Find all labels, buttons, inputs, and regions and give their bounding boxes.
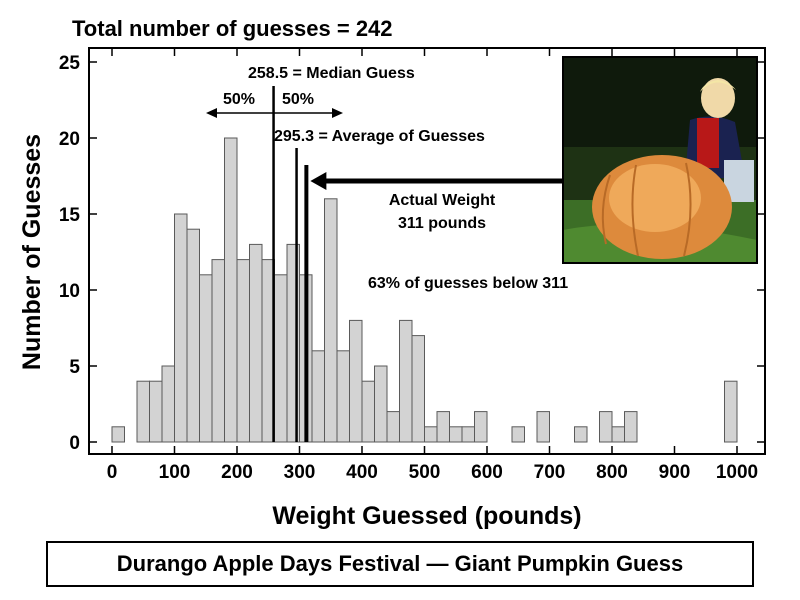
bar-19 (361, 380, 375, 443)
y-tick-label-2: 10 (59, 281, 80, 302)
bar-2 (149, 380, 163, 443)
bar-23 (411, 335, 425, 443)
bar-28 (474, 411, 488, 443)
x-tick-label-4: 400 (346, 462, 378, 483)
bar-18 (349, 319, 363, 443)
plot-frame (88, 47, 766, 455)
bar-30 (536, 411, 550, 443)
bar-6 (199, 274, 213, 443)
median-left-arrowhead (206, 108, 217, 118)
bar-7 (211, 259, 225, 443)
bar-9 (236, 259, 250, 443)
x-tick-label-10: 1000 (716, 462, 758, 483)
bar-32 (599, 411, 613, 443)
actual-weight-label-line1: Actual Weight (389, 192, 496, 209)
average-label: 295.3 = Average of Guesses (274, 128, 485, 145)
bars-group (111, 137, 738, 443)
x-tick-label-6: 600 (471, 462, 503, 483)
bar-29 (511, 426, 525, 443)
bar-8 (224, 137, 238, 443)
x-tick-label-3: 300 (284, 462, 316, 483)
below-note: 63% of guesses below 311 (368, 275, 568, 292)
bar-34 (624, 411, 638, 443)
ticks-group: 0 100 200 300 400 500 600 700 800 900 1000 0 5 10 15 20… (59, 48, 765, 483)
x-axis-title: Weight Guessed (pounds) (272, 502, 581, 530)
x-tick-label-5: 500 (409, 462, 441, 483)
bar-5 (186, 228, 200, 443)
bar-24 (424, 426, 438, 443)
caption-box: Durango Apple Days Festival — Giant Pump… (46, 541, 754, 587)
bar-3 (161, 365, 175, 443)
bar-1 (136, 380, 150, 443)
y-tick-label-4: 20 (59, 129, 80, 150)
chart-title: Total number of guesses = 242 (72, 16, 393, 41)
x-tick-label-0: 0 (107, 462, 118, 483)
caption-text: Durango Apple Days Festival — Giant Pump… (116, 551, 684, 576)
x-tick-label-2: 200 (221, 462, 253, 483)
y-tick-label-1: 5 (69, 357, 80, 378)
median-right-percent: 50% (282, 91, 314, 108)
x-tick-label-8: 800 (596, 462, 628, 483)
bar-15 (311, 350, 325, 443)
bar-21 (386, 411, 400, 443)
median-right-arrowhead (332, 108, 343, 118)
x-tick-label-1: 100 (159, 462, 191, 483)
pumpkin-photo (562, 56, 758, 264)
bar-25 (436, 411, 450, 443)
median-left-percent: 50% (223, 91, 255, 108)
bar-35 (724, 380, 738, 443)
bar-31 (574, 426, 588, 443)
bar-17 (336, 350, 350, 443)
actual-weight-arrowhead (310, 172, 327, 190)
x-tick-label-7: 700 (534, 462, 566, 483)
bar-4 (174, 213, 188, 443)
bar-20 (374, 365, 388, 443)
bar-26 (449, 426, 463, 443)
median-label: 258.5 = Median Guess (248, 65, 415, 82)
y-tick-label-5: 25 (59, 53, 81, 74)
bar-0 (111, 426, 125, 443)
y-axis-title: Number of Guesses (18, 134, 46, 370)
y-tick-label-3: 15 (59, 205, 81, 226)
bar-22 (399, 319, 413, 443)
bar-27 (461, 426, 475, 443)
bar-10 (249, 243, 263, 443)
bar-12 (274, 274, 288, 443)
y-tick-label-0: 0 (69, 433, 80, 454)
bar-16 (324, 198, 338, 443)
x-tick-label-9: 900 (659, 462, 691, 483)
actual-weight-label-line2: 311 pounds (398, 215, 486, 232)
bar-33 (611, 426, 625, 443)
